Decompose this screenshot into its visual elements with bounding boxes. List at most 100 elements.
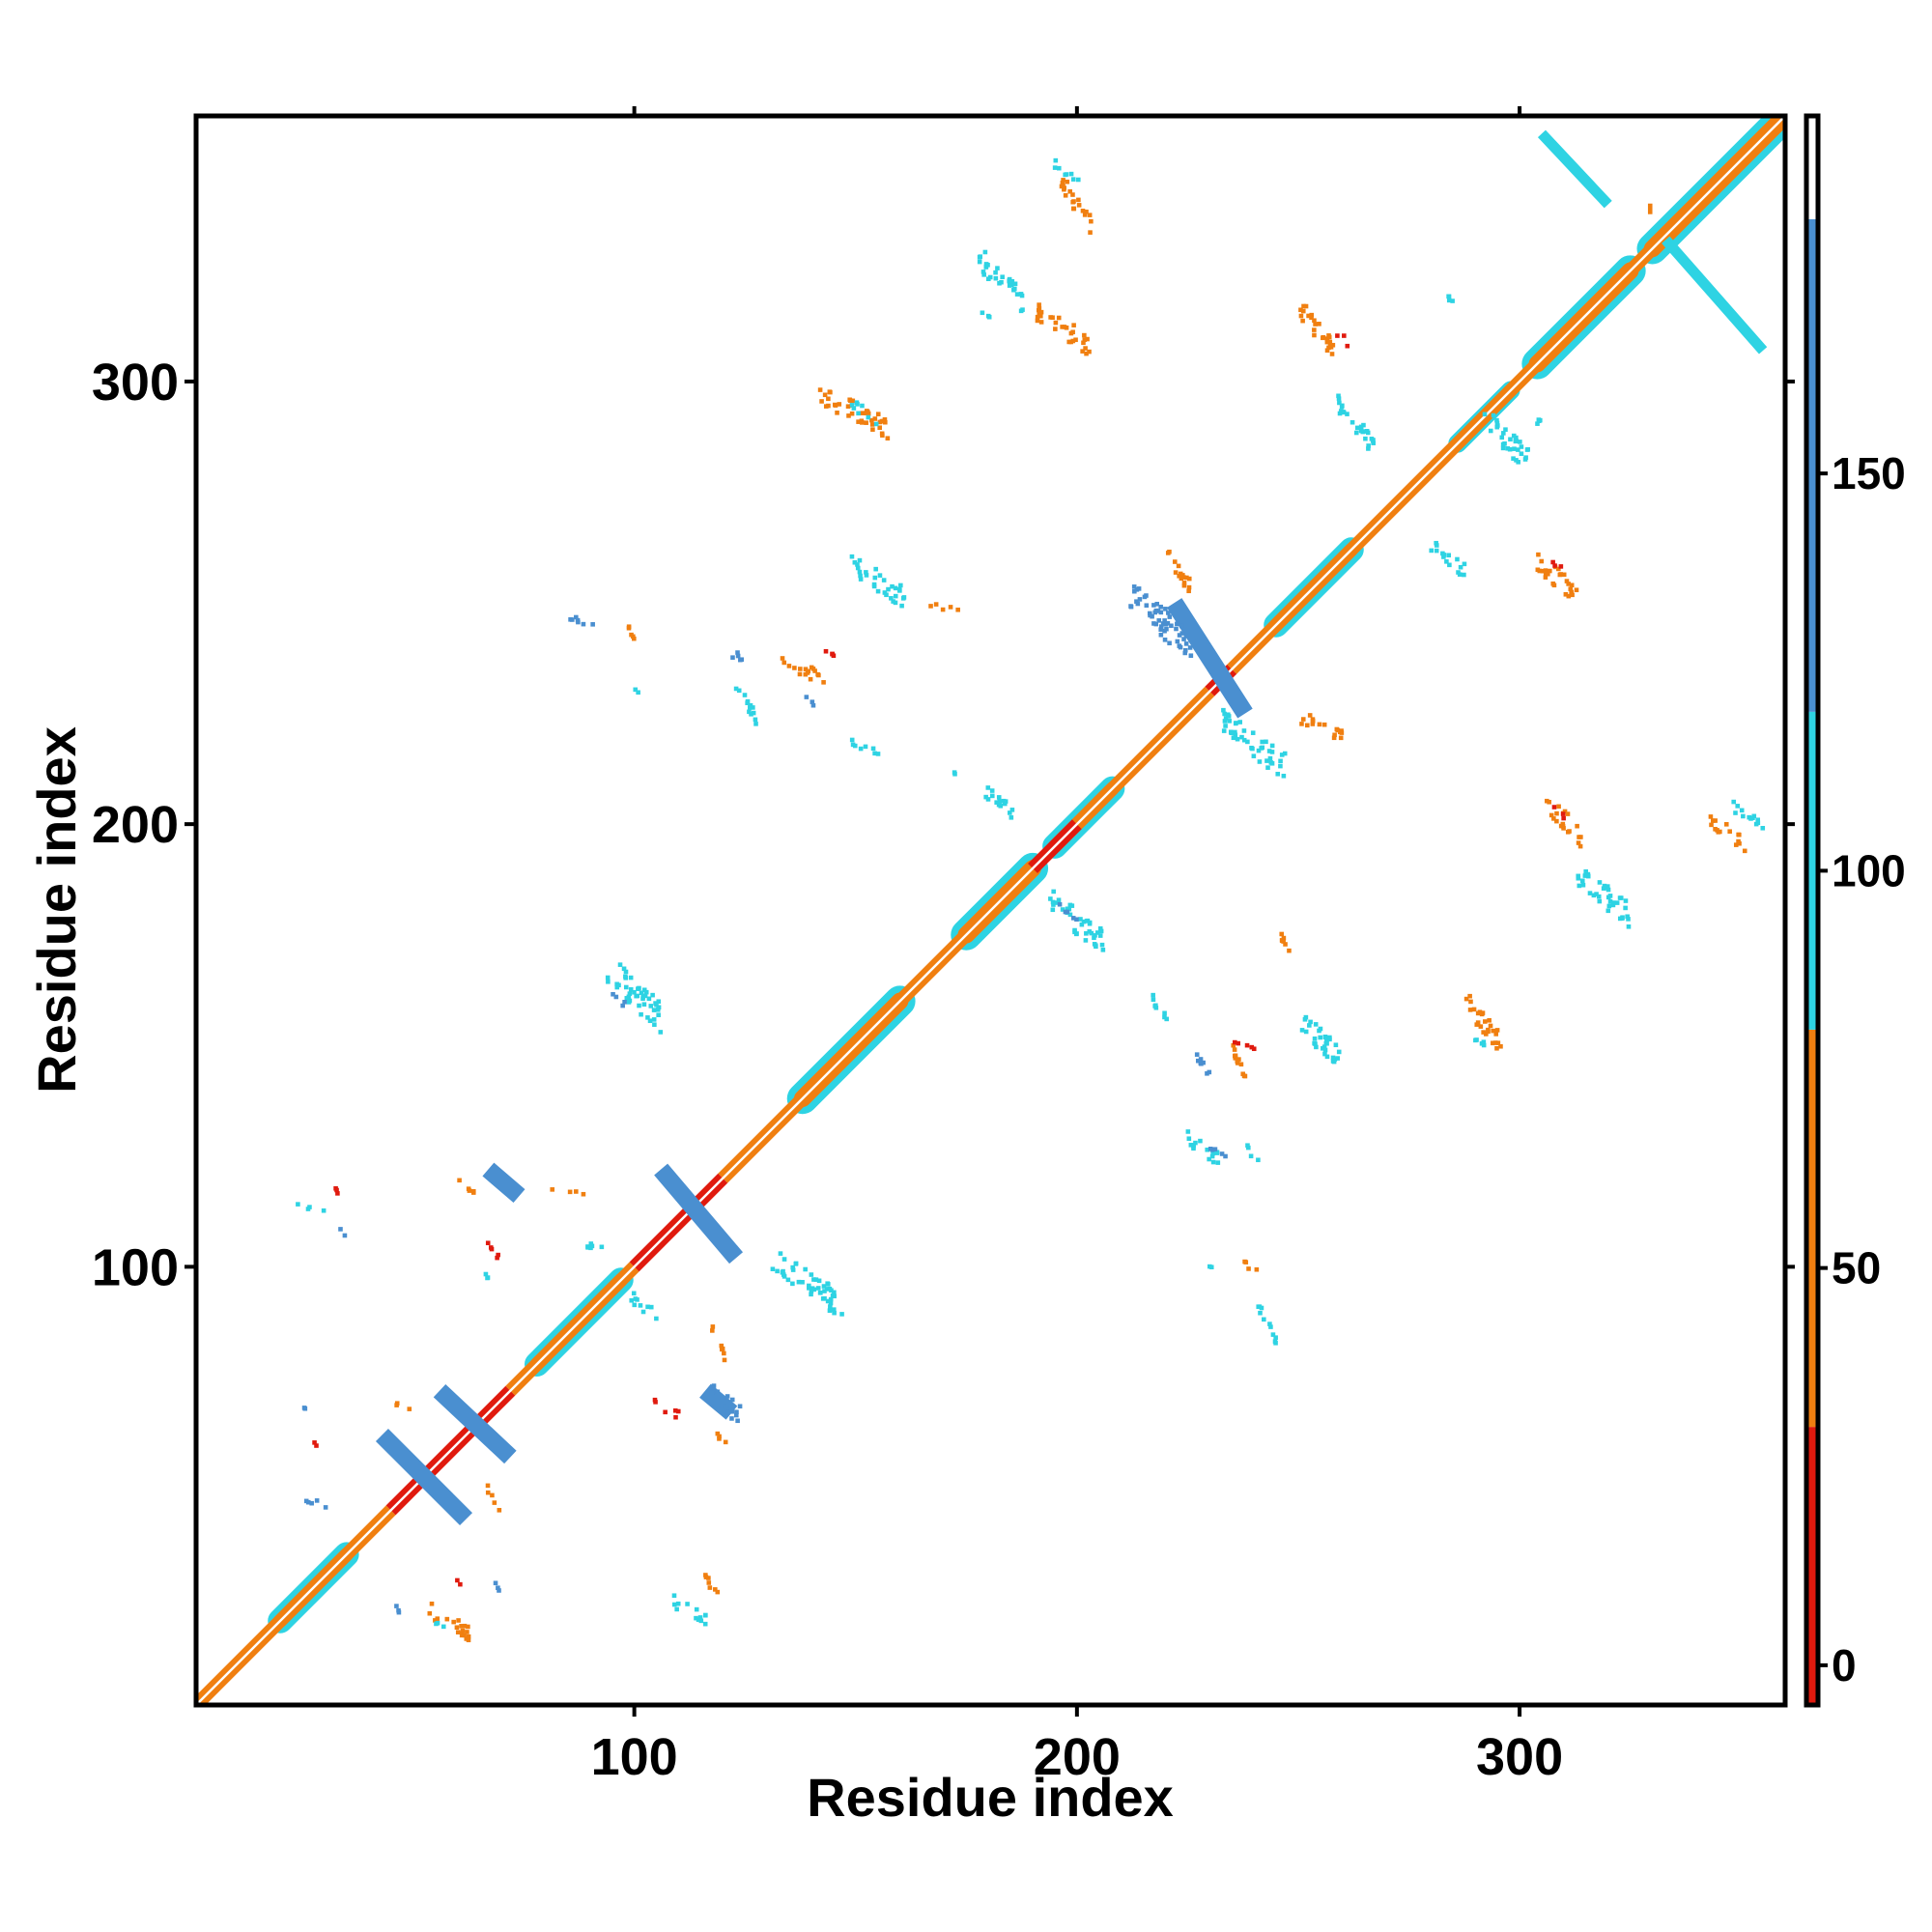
contact-cell [898, 582, 903, 588]
contact-cell [785, 1277, 791, 1283]
contact-cluster [1232, 1039, 1257, 1052]
contact-cell [893, 593, 898, 599]
contact-cell [1057, 901, 1063, 907]
contact-cell [1269, 750, 1275, 754]
contact-cell [873, 566, 878, 572]
contact-cell [1166, 611, 1171, 615]
contact-cluster [1221, 707, 1288, 779]
contact-cell [998, 804, 1004, 809]
contact-cell [809, 1292, 813, 1297]
contact-cluster [1256, 1304, 1278, 1346]
contact-cell [1583, 872, 1588, 878]
contact-cell [1507, 446, 1513, 452]
contact-cell [1268, 1324, 1273, 1329]
contact-cell [1264, 739, 1268, 745]
contact-cell [715, 1389, 721, 1395]
contact-cell [1137, 597, 1143, 602]
contact-cell [456, 1618, 461, 1623]
contact-cell [737, 1404, 743, 1409]
contact-cell [1597, 880, 1603, 885]
contact-cell [823, 404, 829, 409]
contact-cell [1536, 552, 1541, 557]
contact-cell [1050, 899, 1056, 905]
contact-cell [875, 588, 881, 594]
contact-cell [1556, 566, 1561, 572]
contact-cell [1072, 927, 1077, 933]
contact-cluster [1535, 552, 1579, 599]
contact-cell [1491, 412, 1496, 418]
contact-cell [1710, 818, 1716, 823]
contact-cell [303, 1498, 309, 1504]
contact-cell [1162, 1010, 1167, 1016]
contact-cell [736, 688, 742, 694]
contact-cell [869, 422, 875, 427]
contact-cell [1324, 348, 1330, 354]
contact-cell [809, 1289, 814, 1293]
contact-cell [1003, 801, 1008, 807]
plot-frame [193, 113, 1788, 1708]
contact-cell [614, 984, 620, 990]
contact-cell [1577, 843, 1583, 849]
contact-cell [1456, 570, 1461, 575]
contact-cell [1062, 186, 1066, 192]
contact-cell [1221, 728, 1227, 733]
contact-cell [860, 420, 865, 425]
colorbar-tick-label: 150 [1832, 448, 1906, 498]
contact-cell [1505, 445, 1510, 451]
contact-cell [1467, 1008, 1473, 1012]
contact-cell [1321, 1046, 1325, 1051]
contact-cluster [1245, 1143, 1261, 1163]
contact-cell [1071, 199, 1076, 204]
contact-cell [623, 969, 629, 975]
contact-cell [640, 1309, 646, 1315]
contact-cluster [849, 737, 881, 756]
contact-cell [1341, 410, 1347, 415]
contact-cell [999, 279, 1004, 285]
contact-cell [890, 583, 895, 589]
contact-cell [427, 1610, 433, 1616]
contact-cell [1468, 999, 1473, 1005]
contact-cell [1488, 1023, 1493, 1029]
contact-cell [1260, 739, 1264, 745]
contact-cell [1071, 206, 1077, 212]
contact-cell [650, 992, 655, 998]
contact-cell [813, 1277, 819, 1282]
contact-cell [711, 1383, 717, 1388]
contact-cell [1304, 723, 1310, 728]
contact-cluster [849, 400, 879, 427]
contact-cell [885, 436, 891, 440]
contact-cell [1614, 900, 1620, 905]
contact-cell [1444, 559, 1449, 564]
contact-cell [1186, 576, 1192, 582]
contact-cluster [709, 1383, 743, 1424]
contact-cluster [296, 1202, 327, 1213]
contact-cell [875, 752, 881, 756]
contact-cell [1061, 178, 1065, 183]
contact-cell [485, 1275, 490, 1281]
contact-cell [1014, 292, 1020, 297]
contact-cell [735, 653, 741, 659]
contact-cell [707, 1585, 713, 1590]
contact-cell [1243, 1260, 1249, 1264]
contact-cell [466, 1637, 471, 1643]
contact-cell [1314, 1044, 1319, 1050]
contact-cell [1525, 446, 1530, 452]
contact-cell [1537, 568, 1543, 574]
contact-cell [1713, 827, 1718, 832]
contact-cell [989, 788, 995, 793]
contact-cell [605, 975, 611, 980]
contact-cell [858, 577, 864, 582]
contact-cell [1256, 748, 1262, 753]
contact-cell [1205, 1147, 1210, 1152]
contact-cell [1514, 458, 1519, 463]
contact-cell [1011, 287, 1016, 293]
contact-cell [1550, 559, 1555, 565]
contact-cell [817, 1290, 823, 1295]
contact-cell [1209, 1153, 1215, 1159]
contact-cell [1198, 1138, 1203, 1144]
contact-cluster [1446, 294, 1455, 303]
contact-cell [738, 657, 743, 663]
contact-cell [658, 1030, 664, 1035]
contact-cell [1551, 816, 1556, 821]
contact-cell [629, 632, 634, 638]
